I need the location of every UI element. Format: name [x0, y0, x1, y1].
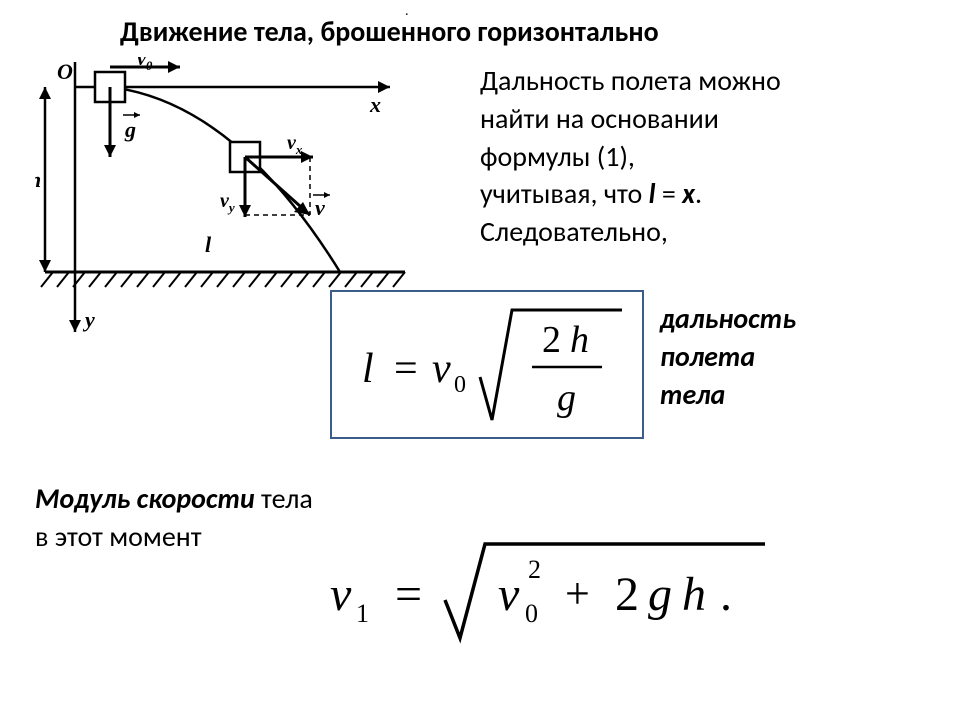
- svg-text:v0: v0: [137, 57, 153, 73]
- svg-text:v: v: [330, 568, 352, 621]
- svg-text:0: 0: [454, 372, 466, 398]
- svg-text:h: h: [682, 568, 706, 621]
- page-title: Движение тела, брошенного горизонтально: [120, 14, 659, 49]
- speed-modulus-label: Модуль скорости тела в этот момент: [35, 480, 313, 556]
- svg-text:v: v: [498, 568, 520, 621]
- svg-text:x: x: [369, 92, 381, 117]
- range-formula-box: l = v 0 2 h g: [330, 290, 644, 439]
- svg-text:1: 1: [356, 599, 369, 628]
- svg-text:g: g: [557, 377, 576, 419]
- svg-text:h: h: [35, 167, 41, 192]
- svg-text:h: h: [570, 319, 589, 361]
- svg-text:l: l: [362, 346, 374, 392]
- svg-text:2: 2: [615, 568, 639, 621]
- svg-text:=: =: [395, 568, 422, 621]
- svg-text:v: v: [315, 195, 325, 220]
- speed-formula: v 1 = v 2 0 + 2 g h .: [320, 530, 800, 650]
- svg-text:g: g: [648, 568, 672, 621]
- svg-text:vy: vy: [220, 190, 235, 215]
- svg-text:=: =: [394, 346, 418, 392]
- svg-text:2: 2: [528, 555, 541, 584]
- range-formula-label: дальность полета тела: [660, 300, 796, 413]
- svg-text:0: 0: [525, 599, 538, 628]
- svg-text:v: v: [432, 346, 451, 392]
- svg-text:2: 2: [542, 319, 561, 361]
- svg-text:+: +: [565, 569, 590, 618]
- svg-text:y: y: [82, 307, 95, 332]
- svg-text:O: O: [57, 59, 73, 84]
- svg-text:l: l: [205, 232, 212, 257]
- explanation-text: Дальность полета можно найти на основани…: [480, 62, 940, 251]
- svg-text:vx: vx: [287, 132, 303, 157]
- svg-text:.: .: [720, 568, 732, 621]
- svg-text:g: g: [124, 117, 136, 142]
